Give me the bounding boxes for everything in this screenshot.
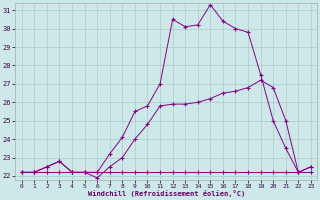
X-axis label: Windchill (Refroidissement éolien,°C): Windchill (Refroidissement éolien,°C): [88, 190, 245, 197]
